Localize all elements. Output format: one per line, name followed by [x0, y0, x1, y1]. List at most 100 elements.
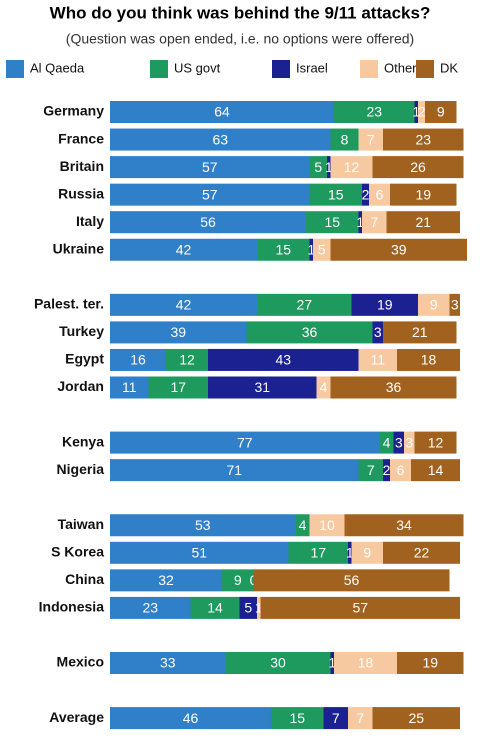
bar-segment	[358, 211, 362, 234]
value-label: 53	[195, 517, 211, 533]
bar-segment	[295, 514, 310, 537]
bar-segment	[404, 431, 415, 454]
value-label: 9	[363, 545, 371, 561]
bar-segment	[397, 652, 464, 674]
bar-segment	[330, 652, 334, 674]
value-label: 7	[356, 710, 364, 726]
chart-subtitle: (Question was open ended, i.e. no option…	[66, 31, 414, 47]
value-label: 9	[437, 104, 445, 120]
value-label: 15	[328, 186, 344, 202]
bar-segment	[225, 652, 331, 674]
legend-swatch	[272, 60, 290, 78]
bar-segment	[393, 431, 404, 454]
bar-segment	[372, 707, 460, 730]
value-label: 7	[370, 214, 378, 230]
value-label: 57	[352, 600, 368, 616]
bar-segment	[309, 238, 313, 261]
bar-segment	[334, 101, 415, 123]
value-label: 51	[191, 545, 207, 561]
value-label: 1	[412, 104, 420, 120]
category-label: Taiwan	[58, 516, 104, 532]
bar-segment	[369, 183, 390, 206]
bar-segment	[390, 183, 457, 206]
value-label: 17	[170, 379, 186, 395]
value-label: 33	[160, 655, 176, 671]
legend-swatch	[360, 60, 378, 78]
value-label: 17	[310, 545, 326, 561]
value-label: 23	[366, 104, 382, 120]
legend-swatch	[416, 60, 434, 78]
value-label: 1	[255, 600, 263, 616]
value-label: 3	[395, 434, 403, 450]
value-label: 2	[362, 186, 370, 202]
bar-segment	[309, 183, 362, 206]
bar-segment	[190, 596, 240, 619]
value-label: 39	[391, 241, 407, 257]
bar-segment	[110, 211, 306, 234]
bar-segment	[110, 128, 331, 151]
bar-segment	[330, 156, 373, 179]
value-label: 1	[307, 241, 315, 257]
bar-segment	[148, 376, 208, 399]
value-label: 3	[451, 297, 459, 313]
category-label: S Korea	[51, 544, 104, 560]
bar-segment	[260, 596, 460, 619]
value-label: 14	[207, 600, 223, 616]
value-label: 19	[422, 655, 438, 671]
bar-segment	[383, 321, 457, 344]
value-label: 19	[377, 297, 393, 313]
value-label: 3	[405, 434, 413, 450]
value-label: 34	[396, 517, 412, 533]
value-label: 9	[430, 297, 438, 313]
bar-segment	[418, 293, 450, 316]
bar-segment	[110, 183, 310, 206]
value-label: 4	[320, 379, 328, 395]
bar-segment	[110, 596, 191, 619]
value-label: 15	[289, 710, 305, 726]
value-label: 5	[318, 241, 326, 257]
bar-segment	[257, 293, 352, 316]
value-label: 18	[358, 655, 374, 671]
bar-segment	[383, 459, 390, 482]
bar-segment	[418, 101, 425, 123]
value-label: 14	[428, 462, 444, 478]
bar-segment	[327, 156, 331, 179]
bar-segment	[358, 128, 383, 151]
value-label: 5	[314, 159, 322, 175]
category-label: Italy	[76, 213, 104, 229]
value-label: 32	[158, 572, 174, 588]
value-label: 6	[376, 186, 384, 202]
value-label: 15	[275, 241, 291, 257]
bar-segment	[348, 707, 373, 730]
bar-segment	[309, 514, 345, 537]
value-label: 16	[130, 352, 146, 368]
bar-segment	[110, 238, 257, 261]
category-label: China	[65, 571, 104, 587]
bar-segment	[222, 569, 254, 592]
value-label: 3	[374, 324, 382, 340]
bar-segment	[257, 596, 261, 619]
bar-segment	[110, 101, 334, 123]
value-label: 26	[410, 159, 426, 175]
bar-segment	[348, 541, 352, 564]
value-label: 64	[214, 104, 230, 120]
value-label: 22	[414, 545, 430, 561]
value-label: 63	[212, 131, 228, 147]
value-label: 46	[183, 710, 199, 726]
bar-segment	[414, 431, 457, 454]
bar-segment	[271, 707, 324, 730]
bar-segment	[362, 183, 369, 206]
bar-segment	[383, 128, 464, 151]
bar-segment	[372, 156, 464, 179]
value-label: 36	[386, 379, 402, 395]
bar-segment	[358, 459, 383, 482]
bar-segment	[110, 459, 359, 482]
legend-label: Israel	[296, 60, 328, 75]
value-label: 21	[415, 214, 431, 230]
value-label: 19	[415, 186, 431, 202]
value-label: 42	[176, 241, 192, 257]
bar-segment	[110, 514, 296, 537]
value-label: 23	[142, 600, 158, 616]
category-label: Jordan	[57, 378, 104, 394]
